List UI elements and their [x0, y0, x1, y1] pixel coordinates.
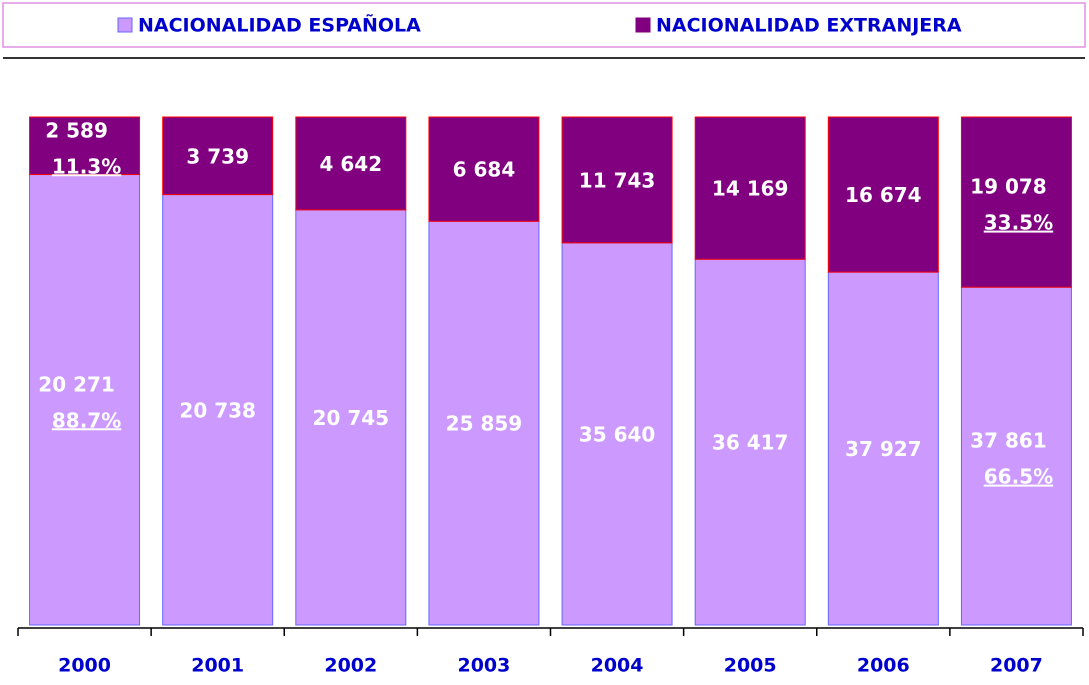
value-label: 35 640: [579, 422, 656, 446]
x-tick-label: 2000: [58, 655, 111, 677]
value-label: 4 642: [319, 152, 382, 176]
x-tick-label: 2003: [457, 655, 510, 677]
bar-segment: [162, 194, 274, 626]
value-label: 2 589: [45, 118, 108, 142]
percent-label: 11.3%: [52, 154, 121, 178]
x-tick-label: 2006: [857, 655, 910, 677]
value-label: 25 859: [446, 412, 523, 436]
value-label: 20 271: [38, 372, 115, 396]
x-tick-label: 2002: [324, 655, 377, 677]
bar-segment: [561, 242, 673, 626]
bar-segment: [561, 116, 673, 244]
value-label: 16 674: [845, 183, 922, 207]
bar-segment: [428, 220, 540, 626]
value-label: 37 861: [970, 429, 1047, 453]
legend-swatch: [117, 17, 133, 33]
x-tick-label: 2005: [724, 655, 777, 677]
value-label: 20 745: [313, 406, 390, 430]
bar-segment: [960, 116, 1072, 288]
bar-segment: [295, 116, 407, 211]
bar-segment: [295, 209, 407, 626]
legend-label: NACIONALIDAD ESPAÑOLA: [138, 13, 421, 37]
legend-label: NACIONALIDAD EXTRANJERA: [656, 15, 962, 37]
bar-segment: [960, 286, 1072, 626]
bar-segment: [29, 174, 141, 626]
percent-label: 66.5%: [984, 465, 1053, 489]
bar-segment: [827, 116, 939, 273]
x-tick-label: 2007: [990, 655, 1043, 677]
percent-label: 33.5%: [984, 211, 1053, 235]
value-label: 19 078: [970, 175, 1047, 199]
x-tick-label: 2004: [591, 655, 644, 677]
value-label: 3 739: [186, 144, 249, 168]
value-label: 6 684: [453, 158, 516, 182]
value-label: 37 927: [845, 437, 922, 461]
value-label: 36 417: [712, 431, 789, 455]
bar-segment: [29, 116, 141, 176]
legend-box: [2, 2, 1086, 48]
legend-swatch: [635, 17, 651, 33]
x-tick-label: 2001: [191, 655, 244, 677]
bar-segment: [428, 116, 540, 222]
bar-segment: [694, 258, 806, 626]
bar-segment: [694, 116, 806, 260]
bar-segment: [162, 116, 274, 196]
value-label: 11 743: [579, 168, 656, 192]
bar-segment: [827, 271, 939, 626]
value-label: 14 169: [712, 177, 789, 201]
value-label: 20 738: [179, 398, 256, 422]
percent-label: 88.7%: [52, 408, 121, 432]
